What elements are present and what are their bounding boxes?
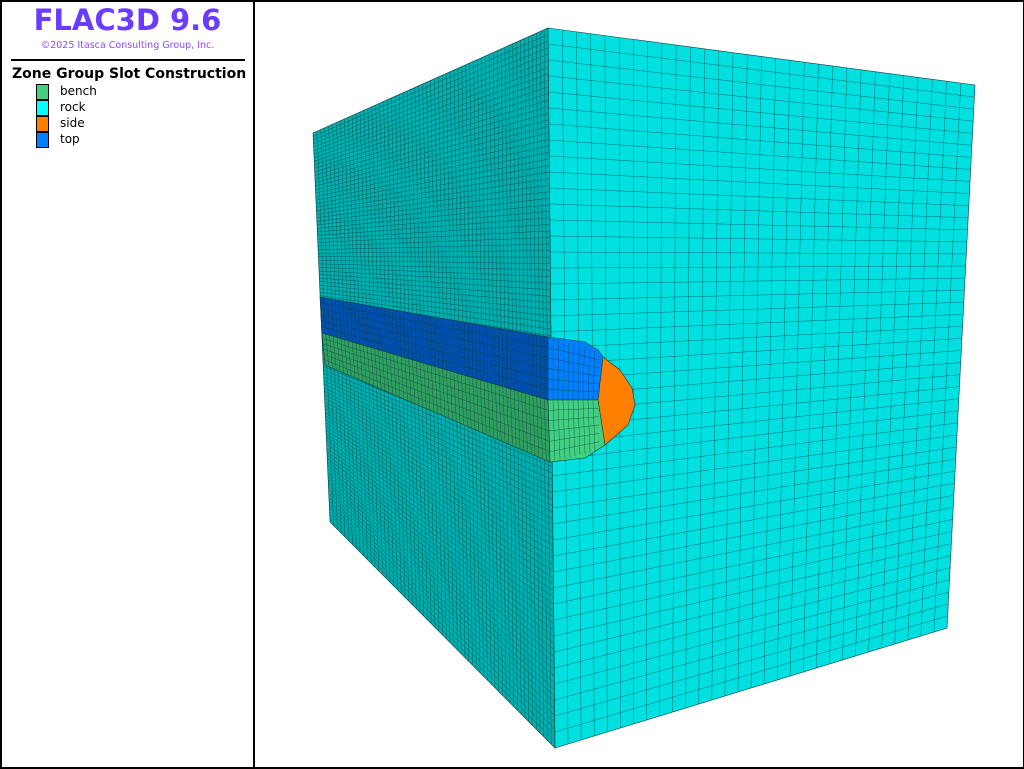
app-title: FLAC3D 9.6 <box>0 3 255 37</box>
legend-title: Zone Group Slot Construction <box>12 66 246 82</box>
swatch <box>36 132 49 148</box>
model-view[interactable] <box>257 2 1021 765</box>
swatch <box>36 100 49 116</box>
swatch <box>36 84 49 100</box>
legend-panel: FLAC3D 9.6 ©2025 Itasca Consulting Group… <box>0 0 255 767</box>
copyright: ©2025 Itasca Consulting Group, Inc. <box>0 40 255 51</box>
swatch <box>36 116 49 132</box>
divider <box>11 59 245 61</box>
